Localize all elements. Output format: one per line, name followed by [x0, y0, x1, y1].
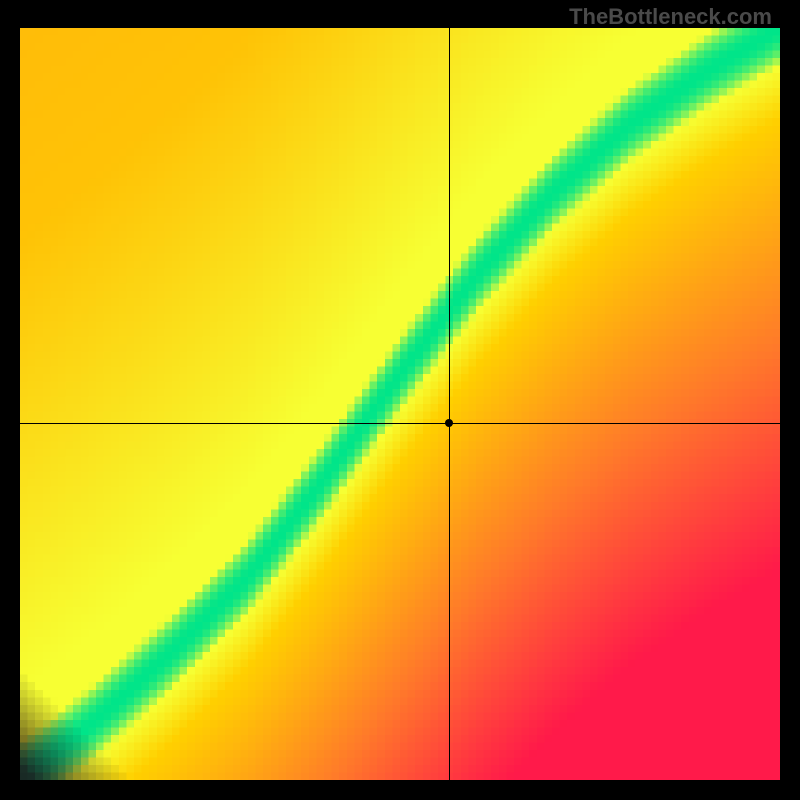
crosshair-vertical — [449, 28, 450, 780]
heatmap-plot-area — [20, 28, 780, 780]
crosshair-marker — [445, 419, 453, 427]
watermark-text: TheBottleneck.com — [569, 4, 772, 30]
crosshair-horizontal — [20, 423, 780, 424]
heatmap-canvas — [20, 28, 780, 780]
